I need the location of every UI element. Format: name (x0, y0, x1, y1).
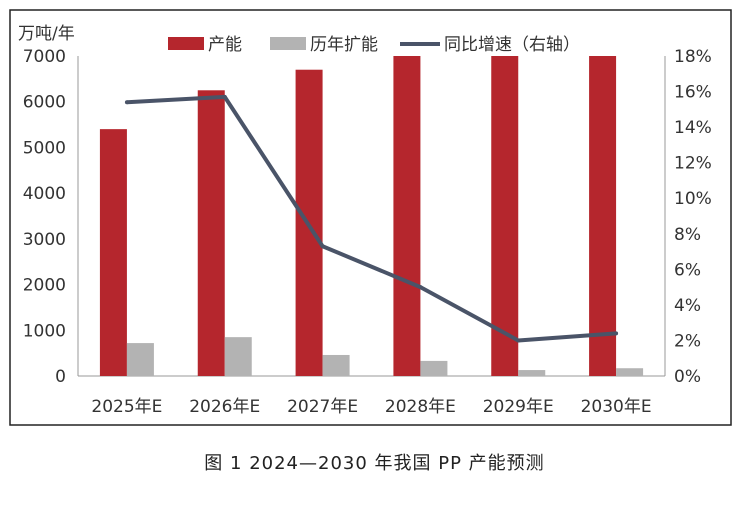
y-tick-label: 1000 (23, 321, 66, 341)
growth-rate-point (516, 338, 521, 343)
x-tick-label: 2025年E (91, 397, 162, 417)
y2-tick-label: 0% (674, 367, 701, 387)
legend-label: 产能 (208, 35, 242, 55)
y2-tick-label: 18% (674, 47, 712, 67)
y2-tick-label: 10% (674, 189, 712, 209)
y2-tick-label: 4% (674, 296, 701, 316)
x-tick-label: 2028年E (385, 397, 456, 417)
bar-capacity (99, 129, 127, 376)
y2-tick-label: 14% (674, 118, 712, 138)
bar-series (99, 56, 644, 377)
bar-capacity (589, 56, 617, 376)
line-series (124, 94, 619, 343)
legend-swatch (168, 37, 204, 50)
legend-swatch (270, 37, 306, 50)
x-tick-label: 2029年E (483, 397, 554, 417)
y-tick-label: 7000 (23, 47, 66, 67)
y-axis-label: 万吨/年 (18, 24, 75, 44)
y-tick-label: 0 (55, 367, 66, 387)
y2-tick-label: 6% (674, 260, 701, 280)
y-tick-label: 3000 (23, 230, 66, 250)
y2-tick-label: 2% (674, 331, 701, 351)
y-tick-label: 4000 (23, 184, 66, 204)
x-tick-label: 2026年E (189, 397, 260, 417)
chart: 万吨/年 0 1000 2000 3000 4000 5000 6000 7000 0% 2% 4… (9, 9, 732, 426)
growth-rate-line (126, 94, 617, 343)
legend: 产能 历年扩能 同比增速（右轴） (168, 35, 580, 55)
bar-expansion (224, 337, 252, 376)
growth-rate-point (418, 285, 423, 290)
x-tick-label: 2030年E (581, 397, 652, 417)
right-tick-labels: 0% 2% 4% 6% 8% 10% 12% 14% 16% 18% (674, 47, 712, 387)
bar-expansion (518, 370, 546, 376)
growth-rate-point (614, 331, 619, 336)
x-tick-label: 2027年E (287, 397, 358, 417)
y2-tick-label: 16% (674, 83, 712, 103)
bar-expansion (616, 368, 644, 376)
growth-rate-point (222, 94, 227, 99)
left-tick-labels: 0 1000 2000 3000 4000 5000 6000 7000 (23, 47, 66, 387)
bar-expansion (126, 343, 154, 376)
growth-rate-point (124, 100, 129, 105)
y-tick-label: 2000 (23, 276, 66, 296)
x-tick-labels: 2025年E 2026年E 2027年E 2028年E 2029年E 2030年E (91, 397, 651, 417)
y-tick-label: 6000 (23, 93, 66, 113)
bar-expansion (420, 360, 448, 376)
bar-expansion (322, 354, 350, 376)
legend-label: 同比增速（右轴） (444, 35, 580, 55)
y2-tick-label: 12% (674, 154, 712, 174)
bar-capacity (197, 90, 225, 377)
growth-rate-point (320, 244, 325, 249)
figure-caption: 图 1 2024—2030 年我国 PP 产能预测 (204, 453, 545, 474)
chart-border (9, 9, 732, 426)
bar-capacity (491, 56, 519, 376)
y-tick-label: 5000 (23, 138, 66, 158)
legend-label: 历年扩能 (310, 35, 378, 55)
y2-tick-label: 8% (674, 225, 701, 245)
bar-capacity (393, 56, 421, 376)
